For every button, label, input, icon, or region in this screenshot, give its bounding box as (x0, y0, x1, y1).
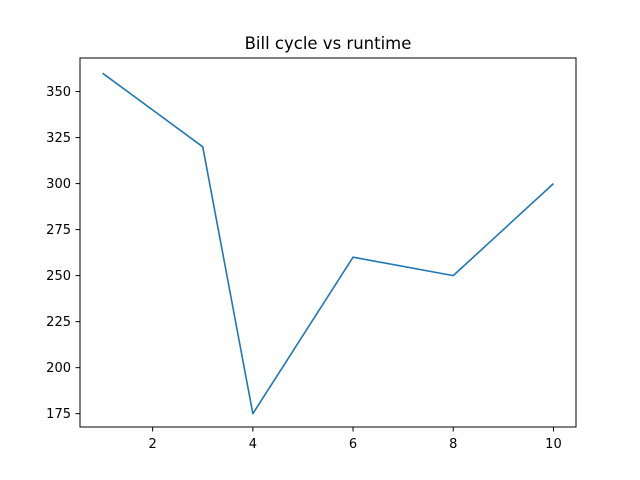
y-tick-label: 175 (46, 407, 71, 422)
y-tick-label: 275 (46, 223, 71, 238)
chart-title: Bill cycle vs runtime (245, 34, 412, 53)
x-tick-label: 2 (149, 437, 157, 452)
y-tick-label: 200 (46, 361, 71, 376)
y-tick-label: 250 (46, 269, 71, 284)
plot-frame (79, 57, 577, 428)
x-tick-label: 8 (449, 437, 457, 452)
plot-area (80, 58, 576, 427)
y-axis: 175 200 225 250 275 300 325 350 (46, 85, 80, 422)
y-tick-label: 325 (46, 131, 71, 146)
x-tick-label: 10 (545, 437, 562, 452)
x-tick-label: 4 (249, 437, 257, 452)
series-line-0 (102, 72, 554, 415)
series-layer (102, 72, 554, 415)
y-tick-label: 300 (46, 177, 71, 192)
x-axis: 2 4 6 8 10 (149, 427, 562, 452)
y-tick-label: 350 (46, 85, 71, 100)
y-tick-label: 225 (46, 315, 71, 330)
x-tick-label: 6 (349, 437, 357, 452)
